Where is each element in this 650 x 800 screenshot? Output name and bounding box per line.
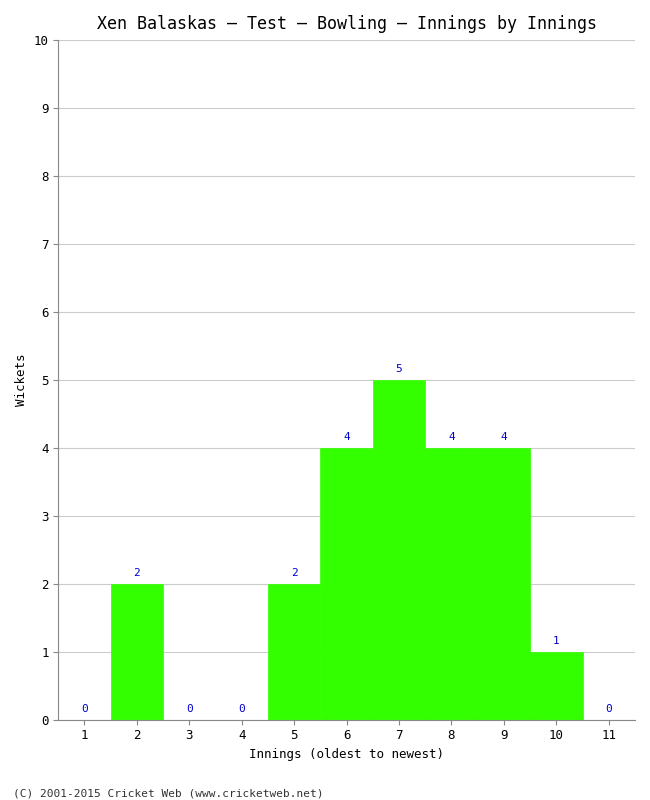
Text: 0: 0 xyxy=(239,704,245,714)
Y-axis label: Wickets: Wickets xyxy=(15,354,28,406)
Text: 2: 2 xyxy=(291,568,298,578)
Bar xyxy=(268,584,320,720)
Text: 4: 4 xyxy=(500,433,507,442)
Text: 2: 2 xyxy=(133,568,140,578)
Text: 0: 0 xyxy=(81,704,88,714)
Text: 5: 5 xyxy=(396,365,402,374)
Bar xyxy=(111,584,163,720)
Title: Xen Balaskas – Test – Bowling – Innings by Innings: Xen Balaskas – Test – Bowling – Innings … xyxy=(97,15,597,33)
Text: 4: 4 xyxy=(448,433,455,442)
Bar xyxy=(530,652,582,720)
Text: 1: 1 xyxy=(553,636,560,646)
Text: 0: 0 xyxy=(605,704,612,714)
Bar xyxy=(478,448,530,720)
Bar xyxy=(320,448,373,720)
Text: 4: 4 xyxy=(343,433,350,442)
Bar xyxy=(373,380,425,720)
Text: (C) 2001-2015 Cricket Web (www.cricketweb.net): (C) 2001-2015 Cricket Web (www.cricketwe… xyxy=(13,788,324,798)
X-axis label: Innings (oldest to newest): Innings (oldest to newest) xyxy=(249,748,444,761)
Bar xyxy=(425,448,478,720)
Text: 0: 0 xyxy=(186,704,193,714)
